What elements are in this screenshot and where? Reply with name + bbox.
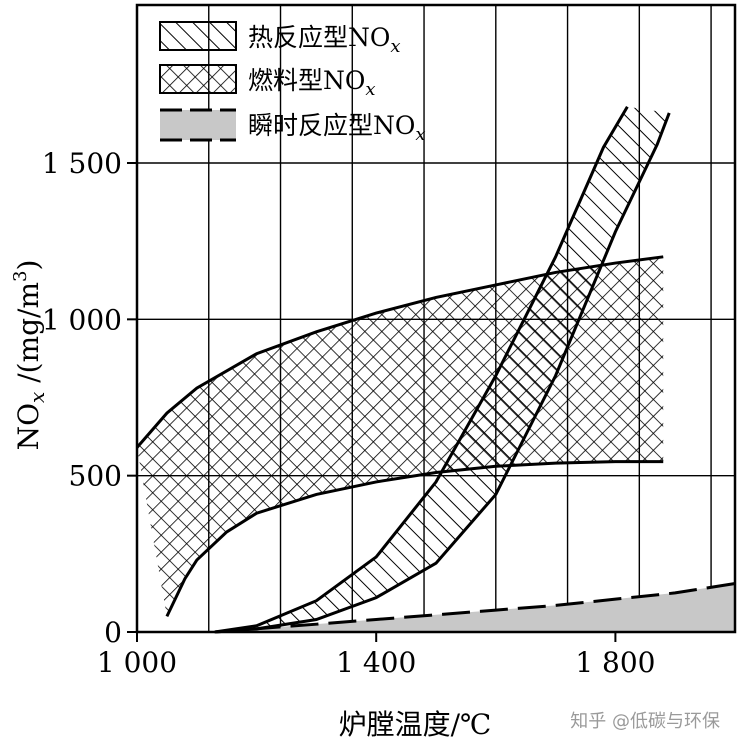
series-prompt bbox=[214, 582, 736, 634]
y-ticks: 0 500 1 000 1 500 bbox=[42, 147, 137, 649]
x-axis-title: 炉膛温度/℃ bbox=[339, 708, 492, 741]
legend-swatch-fuel bbox=[159, 64, 237, 94]
y-tick-label: 500 bbox=[69, 460, 122, 493]
legend-swatch-prompt bbox=[160, 110, 236, 140]
svg-text:燃料型NOx: 燃料型NOx bbox=[248, 66, 376, 100]
series-area bbox=[214, 583, 736, 632]
svg-text:瞬时反应型NOx: 瞬时反应型NOx bbox=[248, 111, 426, 145]
legend-item-fuel: 燃料型NOx bbox=[159, 64, 376, 100]
x-tick-label: 1 400 bbox=[336, 646, 416, 679]
y-tick-label: 1 000 bbox=[42, 303, 122, 336]
svg-text:NOx /(mg/m3): NOx /(mg/m3) bbox=[10, 260, 49, 451]
series-lower-boundary bbox=[165, 460, 664, 618]
series-area bbox=[214, 106, 670, 633]
x-tick-label: 1 000 bbox=[97, 646, 177, 679]
x-tick-label: 1 800 bbox=[575, 646, 655, 679]
legend: 热反应型NOx 燃料型NOx 瞬时反应型NOx bbox=[159, 21, 426, 145]
legend-item-prompt: 瞬时反应型NOx bbox=[160, 108, 426, 145]
legend-item-thermal: 热反应型NOx bbox=[159, 21, 401, 57]
series-upper-boundary bbox=[214, 582, 736, 634]
y-tick-label: 1 500 bbox=[42, 147, 122, 180]
y-axis-title: NOx /(mg/m3) bbox=[10, 260, 49, 451]
series-lower-boundary bbox=[214, 112, 671, 634]
series-thermal bbox=[214, 105, 671, 634]
y-tick-label: 0 bbox=[104, 616, 122, 649]
svg-text:热反应型NOx: 热反应型NOx bbox=[248, 23, 401, 57]
watermark: 知乎 @低碳与环保 bbox=[570, 711, 720, 732]
legend-label-fuel: 燃料型NO bbox=[248, 66, 365, 95]
x-ticks: 1 000 1 400 1 800 bbox=[97, 632, 655, 679]
legend-label-thermal: 热反应型NO bbox=[248, 23, 390, 52]
series-layer bbox=[135, 105, 736, 634]
series-upper-boundary bbox=[214, 105, 629, 634]
legend-label-prompt: 瞬时反应型NO bbox=[248, 111, 415, 140]
legend-swatch-thermal bbox=[159, 21, 237, 51]
